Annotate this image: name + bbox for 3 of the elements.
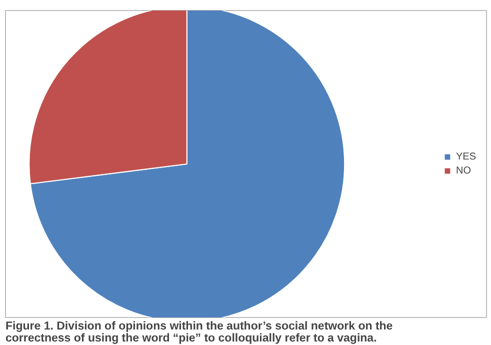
caption: Figure 1. Division of opinions within the author’s social network on the correctness of using the word “pie” to colloquially refer to a vagina. <box>6 320 393 344</box>
legend-label: NO <box>456 165 472 176</box>
legend-label: YES <box>456 151 476 162</box>
